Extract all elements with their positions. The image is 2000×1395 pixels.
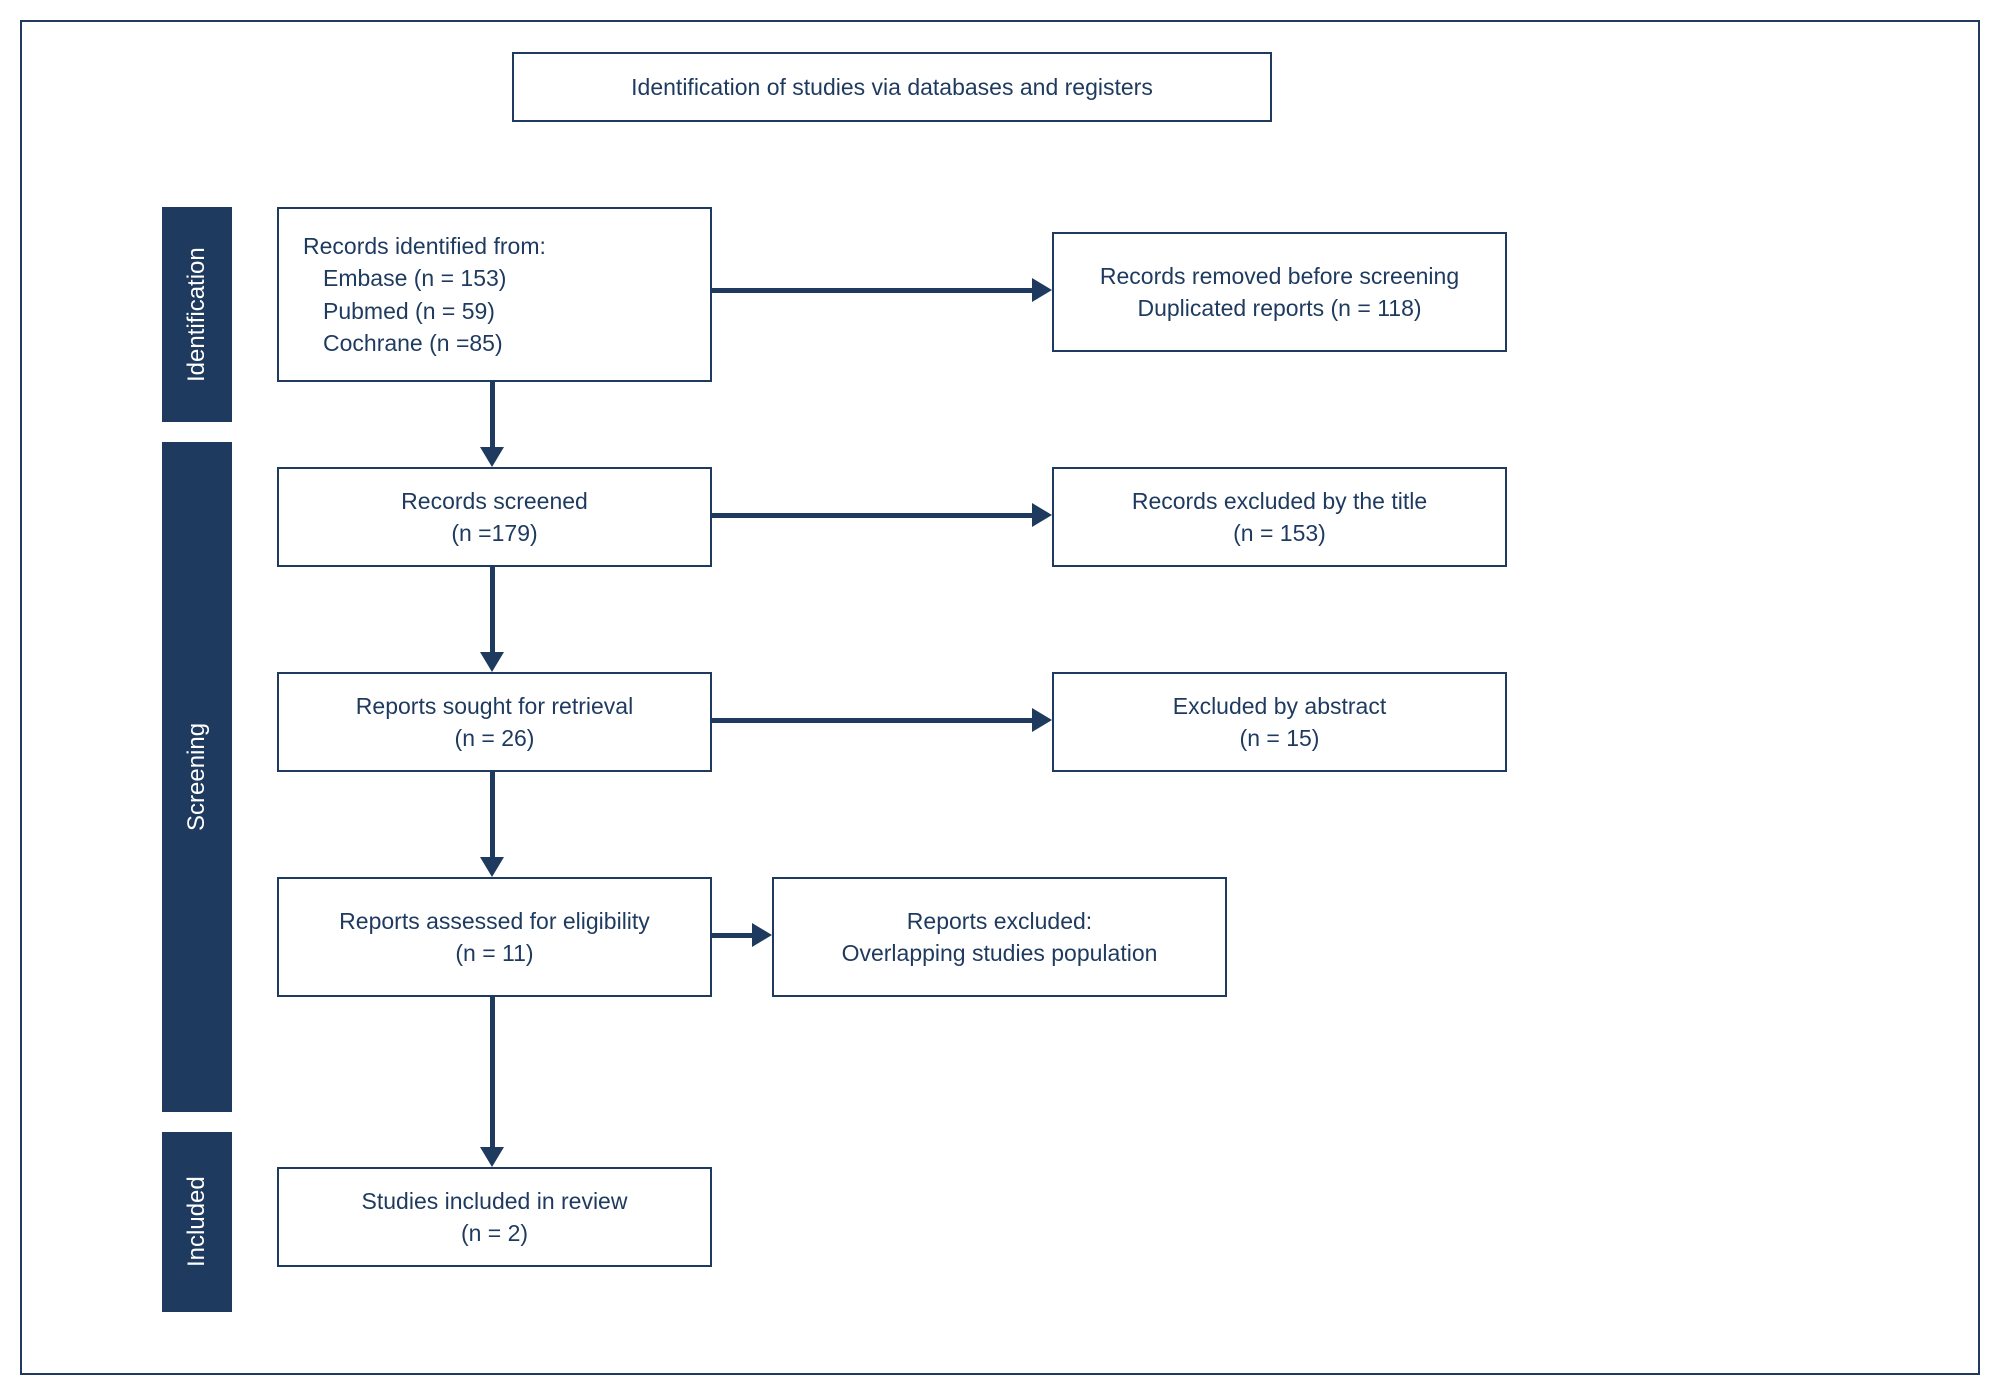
arrow-head-right-icon [752, 923, 772, 947]
arrow-head-down-icon [480, 652, 504, 672]
box-reports-sought: Reports sought for retrieval (n = 26) [277, 672, 712, 772]
header-box: Identification of studies via databases … [512, 52, 1272, 122]
phase-identification: Identification [162, 207, 232, 422]
prisma-flowchart-frame: Identification of studies via databases … [20, 20, 1980, 1375]
arrow-assessed-to-included [490, 997, 495, 1147]
arrow-head-down-icon [480, 857, 504, 877]
box-records-screened: Records screened (n =179) [277, 467, 712, 567]
box-excluded-overlap: Reports excluded: Overlapping studies po… [772, 877, 1227, 997]
phase-included: Included [162, 1132, 232, 1312]
phase-screening: Screening [162, 442, 232, 1112]
arrow-head-down-icon [480, 1147, 504, 1167]
arrow-sought-to-assessed [490, 772, 495, 857]
box-excluded-abstract: Excluded by abstract (n = 15) [1052, 672, 1507, 772]
arrow-head-right-icon [1032, 503, 1052, 527]
arrow-assessed-to-excluded [712, 933, 752, 938]
arrow-sought-to-excluded [712, 718, 1032, 723]
arrow-screened-to-excluded [712, 513, 1032, 518]
header-text: Identification of studies via databases … [631, 71, 1153, 103]
box-reports-assessed: Reports assessed for eligibility (n = 11… [277, 877, 712, 997]
box-records-identified: Records identified from: Embase (n = 153… [277, 207, 712, 382]
arrow-head-right-icon [1032, 278, 1052, 302]
box-excluded-title: Records excluded by the title (n = 153) [1052, 467, 1507, 567]
arrow-head-down-icon [480, 447, 504, 467]
arrow-screened-to-sought [490, 567, 495, 652]
arrow-identified-to-screened [490, 382, 495, 447]
box-records-removed: Records removed before screening Duplica… [1052, 232, 1507, 352]
box-studies-included: Studies included in review (n = 2) [277, 1167, 712, 1267]
arrow-head-right-icon [1032, 708, 1052, 732]
arrow-identified-to-removed [712, 288, 1032, 293]
